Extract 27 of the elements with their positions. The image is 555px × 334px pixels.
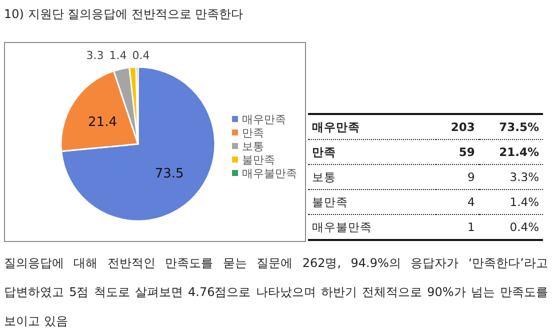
legend-label: 불만족 xyxy=(242,154,275,166)
data-label: 73.5 xyxy=(154,166,184,182)
text: 불만족 xyxy=(308,190,436,214)
data-label: 21.4 xyxy=(88,114,118,130)
chart-title: 10) 지원단 질의응답에 전반적으로 만족한다 xyxy=(4,6,244,23)
text: 0.4% xyxy=(478,214,543,240)
text: 59 xyxy=(436,140,479,164)
text: 9 xyxy=(436,164,479,190)
text: 1.4% xyxy=(478,190,543,214)
text: 질의응답에 대해 전반적인 만족도를 묻는 질문에 262명, 94.9%의 응답자가 ‘만족한다’라고 답변하였고 5점 척도로 살펴보면 4.76점으로 나타났으며 하반기 전체적으로 90%가 넘는 만족도를 보이고 있음 xyxy=(4,256,548,328)
legend-label: 매우불만족 xyxy=(242,167,297,180)
text: 매우불만족 xyxy=(308,214,436,240)
data-label: 3.3 xyxy=(86,49,104,62)
text: 3.3% xyxy=(478,164,543,190)
data-label: 1.4 xyxy=(109,49,127,62)
text: 매우만족 xyxy=(308,114,436,140)
text: 만족 xyxy=(308,140,436,164)
legend-label: 만족 xyxy=(242,126,264,140)
text: 73.5% xyxy=(478,114,543,140)
text: 보통 xyxy=(308,164,436,190)
text: 4 xyxy=(436,190,479,214)
text: 1 xyxy=(436,214,479,240)
legend-label: 보통 xyxy=(242,140,264,153)
data-label: 0.4 xyxy=(132,49,150,62)
text: 203 xyxy=(436,114,479,140)
legend-label: 매우만족 xyxy=(242,113,286,126)
text: 21.4% xyxy=(478,140,543,164)
